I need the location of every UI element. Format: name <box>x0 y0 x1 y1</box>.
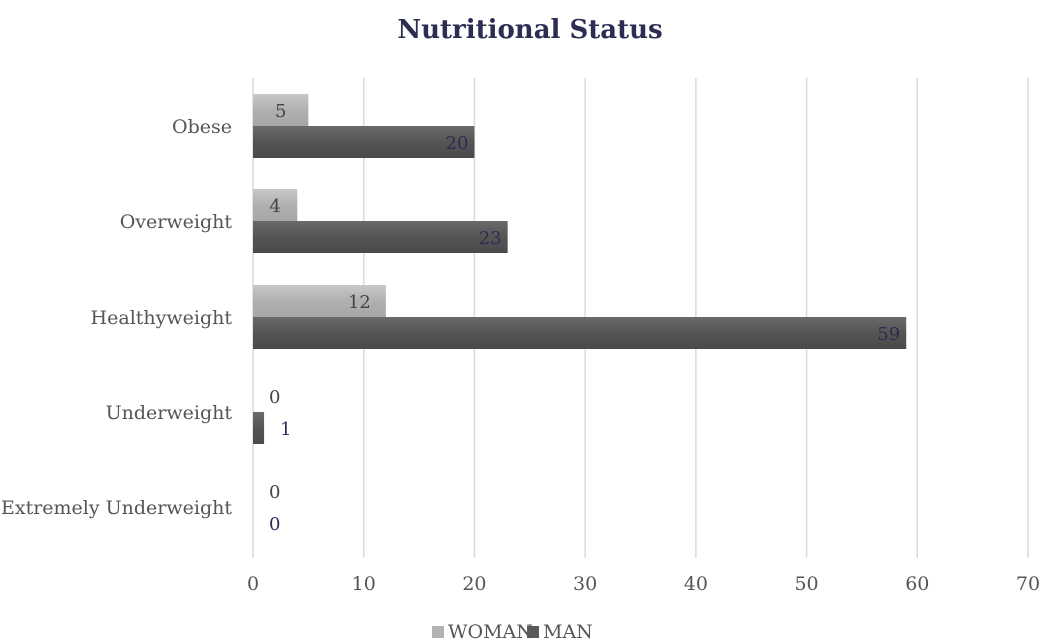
bar-woman-healthyweight <box>253 285 386 317</box>
legend-swatch-woman <box>432 626 444 638</box>
chart-title: Nutritional Status <box>397 15 662 45</box>
bar-man-underweight <box>253 412 265 444</box>
bar-man-healthyweight <box>253 317 907 349</box>
x-tick-label-0: 0 <box>247 573 259 595</box>
data-label-man-underweight: 1 <box>280 419 291 440</box>
data-label-woman-obese: 5 <box>275 101 286 122</box>
bar-woman-obese <box>253 94 309 126</box>
legend-swatch-man <box>527 626 539 638</box>
category-label-healthyweight: Healthyweight <box>91 307 233 329</box>
bar-woman-overweight <box>253 189 298 221</box>
data-label-man-extremely-underweight: 0 <box>269 514 280 535</box>
category-label-overweight: Overweight <box>120 211 233 233</box>
x-tick-label-20: 20 <box>462 573 486 595</box>
legend-label-man: MAN <box>543 621 593 642</box>
data-label-woman-overweight: 4 <box>269 196 280 217</box>
category-label-obese: Obese <box>172 116 232 138</box>
data-label-woman-extremely-underweight: 0 <box>269 482 280 503</box>
x-tick-label-30: 30 <box>573 573 597 595</box>
category-label-underweight: Underweight <box>106 402 233 424</box>
data-label-man-healthyweight: 59 <box>877 324 900 345</box>
labels-layer: 0 10 20 30 40 50 60 70ObeseOverweightHealthywei… <box>1 101 1040 595</box>
bars-layer <box>253 94 907 444</box>
bar-man-obese <box>253 126 475 158</box>
x-tick-label-50: 50 <box>794 573 818 595</box>
x-tick-label-60: 60 <box>905 573 929 595</box>
bar-man-overweight <box>253 221 508 253</box>
category-label-extremely-underweight: Extremely Underweight <box>1 497 232 519</box>
data-label-woman-healthyweight: 12 <box>348 292 371 313</box>
legend: WOMAN MAN <box>432 621 593 642</box>
x-tick-label-40: 40 <box>684 573 708 595</box>
data-label-man-obese: 20 <box>446 133 469 154</box>
data-label-woman-underweight: 0 <box>269 387 280 408</box>
x-tick-label-70: 70 <box>1016 573 1040 595</box>
legend-label-woman: WOMAN <box>448 621 533 642</box>
data-label-man-overweight: 23 <box>479 228 502 249</box>
x-tick-label-10: 10 <box>352 573 376 595</box>
